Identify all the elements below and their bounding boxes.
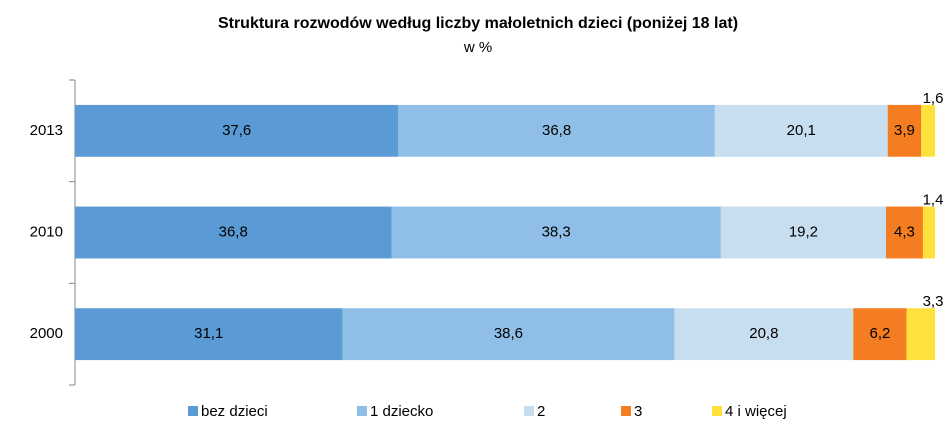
y-tick-label: 2000 (30, 325, 63, 342)
bar-segment (674, 308, 854, 361)
data-label: 1,4 (923, 192, 944, 209)
data-label: 38,6 (494, 325, 523, 342)
legend-label: 3 (634, 403, 642, 420)
bar-segment (75, 308, 343, 361)
legend-label: bez dzieci (201, 403, 268, 420)
legend-swatch (712, 406, 722, 416)
bar-segment (922, 206, 935, 259)
y-tick-label: 2010 (30, 223, 63, 240)
bar-segment (885, 206, 923, 259)
legend-swatch (357, 406, 367, 416)
y-tick-label: 2013 (30, 122, 63, 139)
data-label: 4,3 (894, 223, 915, 240)
bar-segment (887, 104, 922, 157)
data-label: 19,2 (789, 223, 818, 240)
data-label: 36,8 (219, 223, 248, 240)
chart-title: Struktura rozwodów według liczby małolet… (218, 15, 738, 32)
data-label: 37,6 (222, 122, 251, 139)
bar-segment (853, 308, 907, 361)
legend-label: 2 (537, 403, 545, 420)
data-label: 1,6 (923, 90, 944, 107)
bar-segment (75, 206, 392, 259)
chart-subtitle: w % (463, 39, 492, 56)
legend-label: 1 dziecko (370, 403, 433, 420)
bar-segment (391, 206, 721, 259)
legend-swatch (188, 406, 198, 416)
bar-segment (906, 308, 935, 361)
data-label: 31,1 (194, 325, 223, 342)
legend-swatch (524, 406, 534, 416)
bar-segment (398, 104, 715, 157)
data-label: 3,3 (923, 293, 944, 310)
bar-segment (720, 206, 886, 259)
data-label: 36,8 (542, 122, 571, 139)
data-label: 3,9 (894, 122, 915, 139)
data-label: 38,3 (542, 223, 571, 240)
data-label: 6,2 (870, 325, 891, 342)
bar-segment (342, 308, 675, 361)
bar-segment (714, 104, 888, 157)
legend-swatch (621, 406, 631, 416)
data-label: 20,8 (749, 325, 778, 342)
bar-segment (921, 104, 935, 157)
data-label: 20,1 (787, 122, 816, 139)
legend-label: 4 i więcej (725, 403, 787, 420)
bar-segment (75, 104, 399, 157)
